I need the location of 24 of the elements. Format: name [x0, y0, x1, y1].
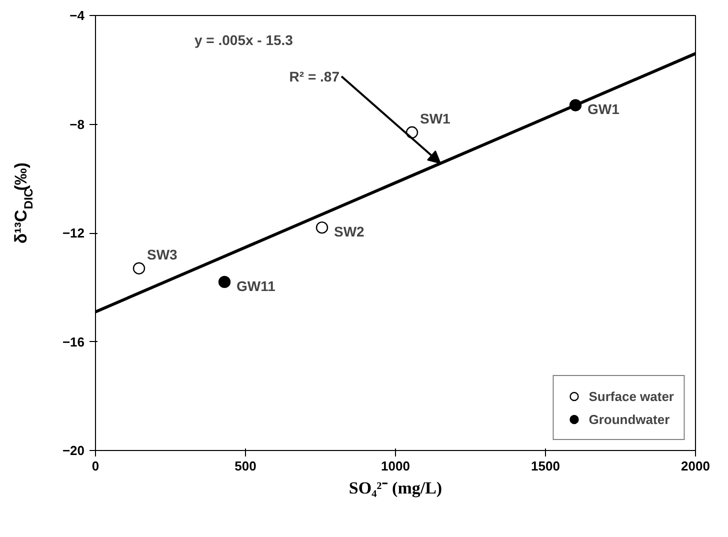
x-tick-label: 500: [234, 458, 256, 474]
y-tick-label: −16: [62, 334, 85, 350]
annotation: SW2: [334, 224, 365, 240]
legend-label: Surface water: [588, 388, 674, 404]
x-tick-label: 1500: [531, 458, 560, 474]
annotation: R² = .87: [289, 68, 340, 84]
point: [316, 221, 328, 234]
annotation: SW3: [147, 246, 178, 262]
y-tick-label: −8: [70, 116, 85, 132]
annotation: y = .005x - 15.3: [194, 32, 294, 48]
annotation: SW1: [420, 110, 451, 126]
x-tick-label: 2000: [681, 458, 710, 474]
legend-label: Groundwater: [588, 412, 670, 426]
y-tick-label: −20: [62, 443, 85, 458]
annotation: GW1: [588, 101, 620, 118]
y-tick-label: −12: [62, 226, 85, 240]
x-tick-label: 0: [92, 458, 100, 474]
point: [132, 262, 146, 274]
y-tick-label: −4: [70, 8, 86, 23]
annotation: GW11: [236, 278, 276, 294]
x-tick-label: 1000: [381, 458, 410, 474]
y-axis-title: δ¹³CDIC(‰): [12, 162, 36, 244]
point: [218, 276, 231, 288]
x-axis-title: SO₄²⁻ (mg/L): [348, 478, 442, 498]
